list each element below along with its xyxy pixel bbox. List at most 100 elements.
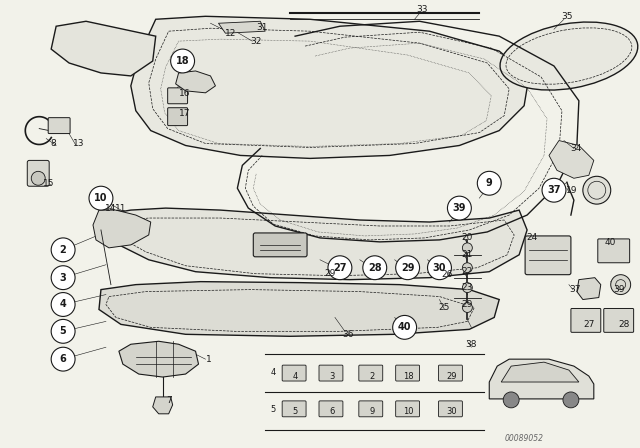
- Polygon shape: [131, 16, 529, 159]
- Circle shape: [363, 256, 387, 280]
- Text: 40: 40: [398, 323, 412, 332]
- FancyBboxPatch shape: [396, 365, 420, 381]
- Circle shape: [563, 392, 579, 408]
- Text: 28: 28: [618, 320, 629, 329]
- Text: 2: 2: [369, 371, 374, 380]
- Text: 21: 21: [461, 250, 473, 259]
- Polygon shape: [93, 210, 151, 248]
- FancyBboxPatch shape: [438, 365, 462, 381]
- Text: 2: 2: [60, 245, 67, 255]
- Text: 15: 15: [44, 179, 55, 188]
- Text: 23: 23: [461, 283, 473, 292]
- Circle shape: [51, 266, 75, 289]
- Text: 4: 4: [271, 367, 276, 377]
- Text: 17: 17: [179, 109, 190, 118]
- Polygon shape: [99, 282, 499, 336]
- Text: 28: 28: [368, 263, 381, 273]
- Circle shape: [462, 263, 472, 273]
- Text: 34: 34: [570, 144, 582, 153]
- Text: 4: 4: [292, 371, 298, 380]
- Polygon shape: [101, 208, 527, 280]
- Text: 3: 3: [329, 371, 335, 380]
- Polygon shape: [501, 362, 579, 382]
- Text: 30: 30: [446, 407, 457, 416]
- Text: 27: 27: [333, 263, 347, 273]
- FancyBboxPatch shape: [319, 365, 343, 381]
- Text: 00089052: 00089052: [504, 434, 543, 443]
- FancyBboxPatch shape: [571, 309, 601, 332]
- Circle shape: [51, 347, 75, 371]
- Circle shape: [396, 256, 420, 280]
- Circle shape: [428, 256, 451, 280]
- Text: 27: 27: [583, 320, 595, 329]
- Text: 38: 38: [465, 340, 477, 349]
- Text: 16: 16: [179, 89, 190, 98]
- Circle shape: [447, 196, 471, 220]
- Text: 39: 39: [613, 285, 625, 294]
- Text: 40: 40: [605, 238, 616, 247]
- Text: 29: 29: [446, 371, 457, 380]
- Text: 29: 29: [461, 300, 473, 309]
- Text: 24: 24: [527, 233, 538, 242]
- Circle shape: [611, 275, 630, 294]
- FancyBboxPatch shape: [396, 401, 420, 417]
- FancyBboxPatch shape: [525, 236, 571, 275]
- Polygon shape: [577, 278, 601, 300]
- FancyBboxPatch shape: [598, 239, 630, 263]
- Text: 31: 31: [257, 23, 268, 32]
- Polygon shape: [153, 397, 173, 414]
- Polygon shape: [175, 71, 216, 93]
- FancyBboxPatch shape: [253, 233, 307, 257]
- FancyBboxPatch shape: [282, 365, 306, 381]
- Text: 9: 9: [369, 407, 374, 416]
- Polygon shape: [489, 359, 594, 399]
- Text: 37: 37: [569, 285, 580, 294]
- Circle shape: [583, 177, 611, 204]
- Text: 18: 18: [403, 371, 414, 380]
- FancyBboxPatch shape: [168, 88, 188, 104]
- Text: 36: 36: [342, 330, 354, 339]
- Circle shape: [462, 243, 472, 253]
- Text: 10: 10: [403, 407, 414, 416]
- Text: 5: 5: [292, 407, 298, 416]
- Text: 30: 30: [433, 263, 446, 273]
- Circle shape: [503, 392, 519, 408]
- Text: 19: 19: [566, 186, 578, 195]
- FancyBboxPatch shape: [438, 401, 462, 417]
- Circle shape: [393, 315, 417, 339]
- FancyBboxPatch shape: [168, 108, 188, 125]
- Text: 25: 25: [439, 303, 450, 312]
- Text: 33: 33: [416, 5, 428, 14]
- Text: 20: 20: [461, 233, 473, 242]
- Text: 22: 22: [461, 267, 473, 276]
- FancyBboxPatch shape: [282, 401, 306, 417]
- Text: 1: 1: [205, 355, 211, 364]
- Circle shape: [542, 178, 566, 202]
- Circle shape: [51, 319, 75, 343]
- FancyBboxPatch shape: [48, 118, 70, 134]
- Text: 12: 12: [225, 29, 236, 38]
- Circle shape: [462, 302, 472, 312]
- Polygon shape: [119, 341, 198, 377]
- FancyBboxPatch shape: [359, 365, 383, 381]
- FancyBboxPatch shape: [359, 401, 383, 417]
- FancyBboxPatch shape: [604, 309, 634, 332]
- Text: 6: 6: [60, 354, 67, 364]
- Circle shape: [462, 283, 472, 293]
- Text: 13: 13: [74, 139, 85, 148]
- Polygon shape: [51, 21, 156, 76]
- Text: 26: 26: [442, 270, 453, 279]
- Circle shape: [51, 293, 75, 316]
- Text: 14: 14: [105, 203, 116, 213]
- Ellipse shape: [500, 22, 638, 90]
- Text: 18: 18: [176, 56, 189, 66]
- Text: 39: 39: [452, 203, 466, 213]
- FancyBboxPatch shape: [28, 160, 49, 186]
- Text: 6: 6: [329, 407, 335, 416]
- Circle shape: [89, 186, 113, 210]
- Text: 32: 32: [251, 37, 262, 46]
- Text: 11: 11: [115, 203, 127, 213]
- Text: 35: 35: [561, 12, 573, 21]
- Polygon shape: [549, 141, 594, 178]
- Text: 4: 4: [60, 300, 67, 310]
